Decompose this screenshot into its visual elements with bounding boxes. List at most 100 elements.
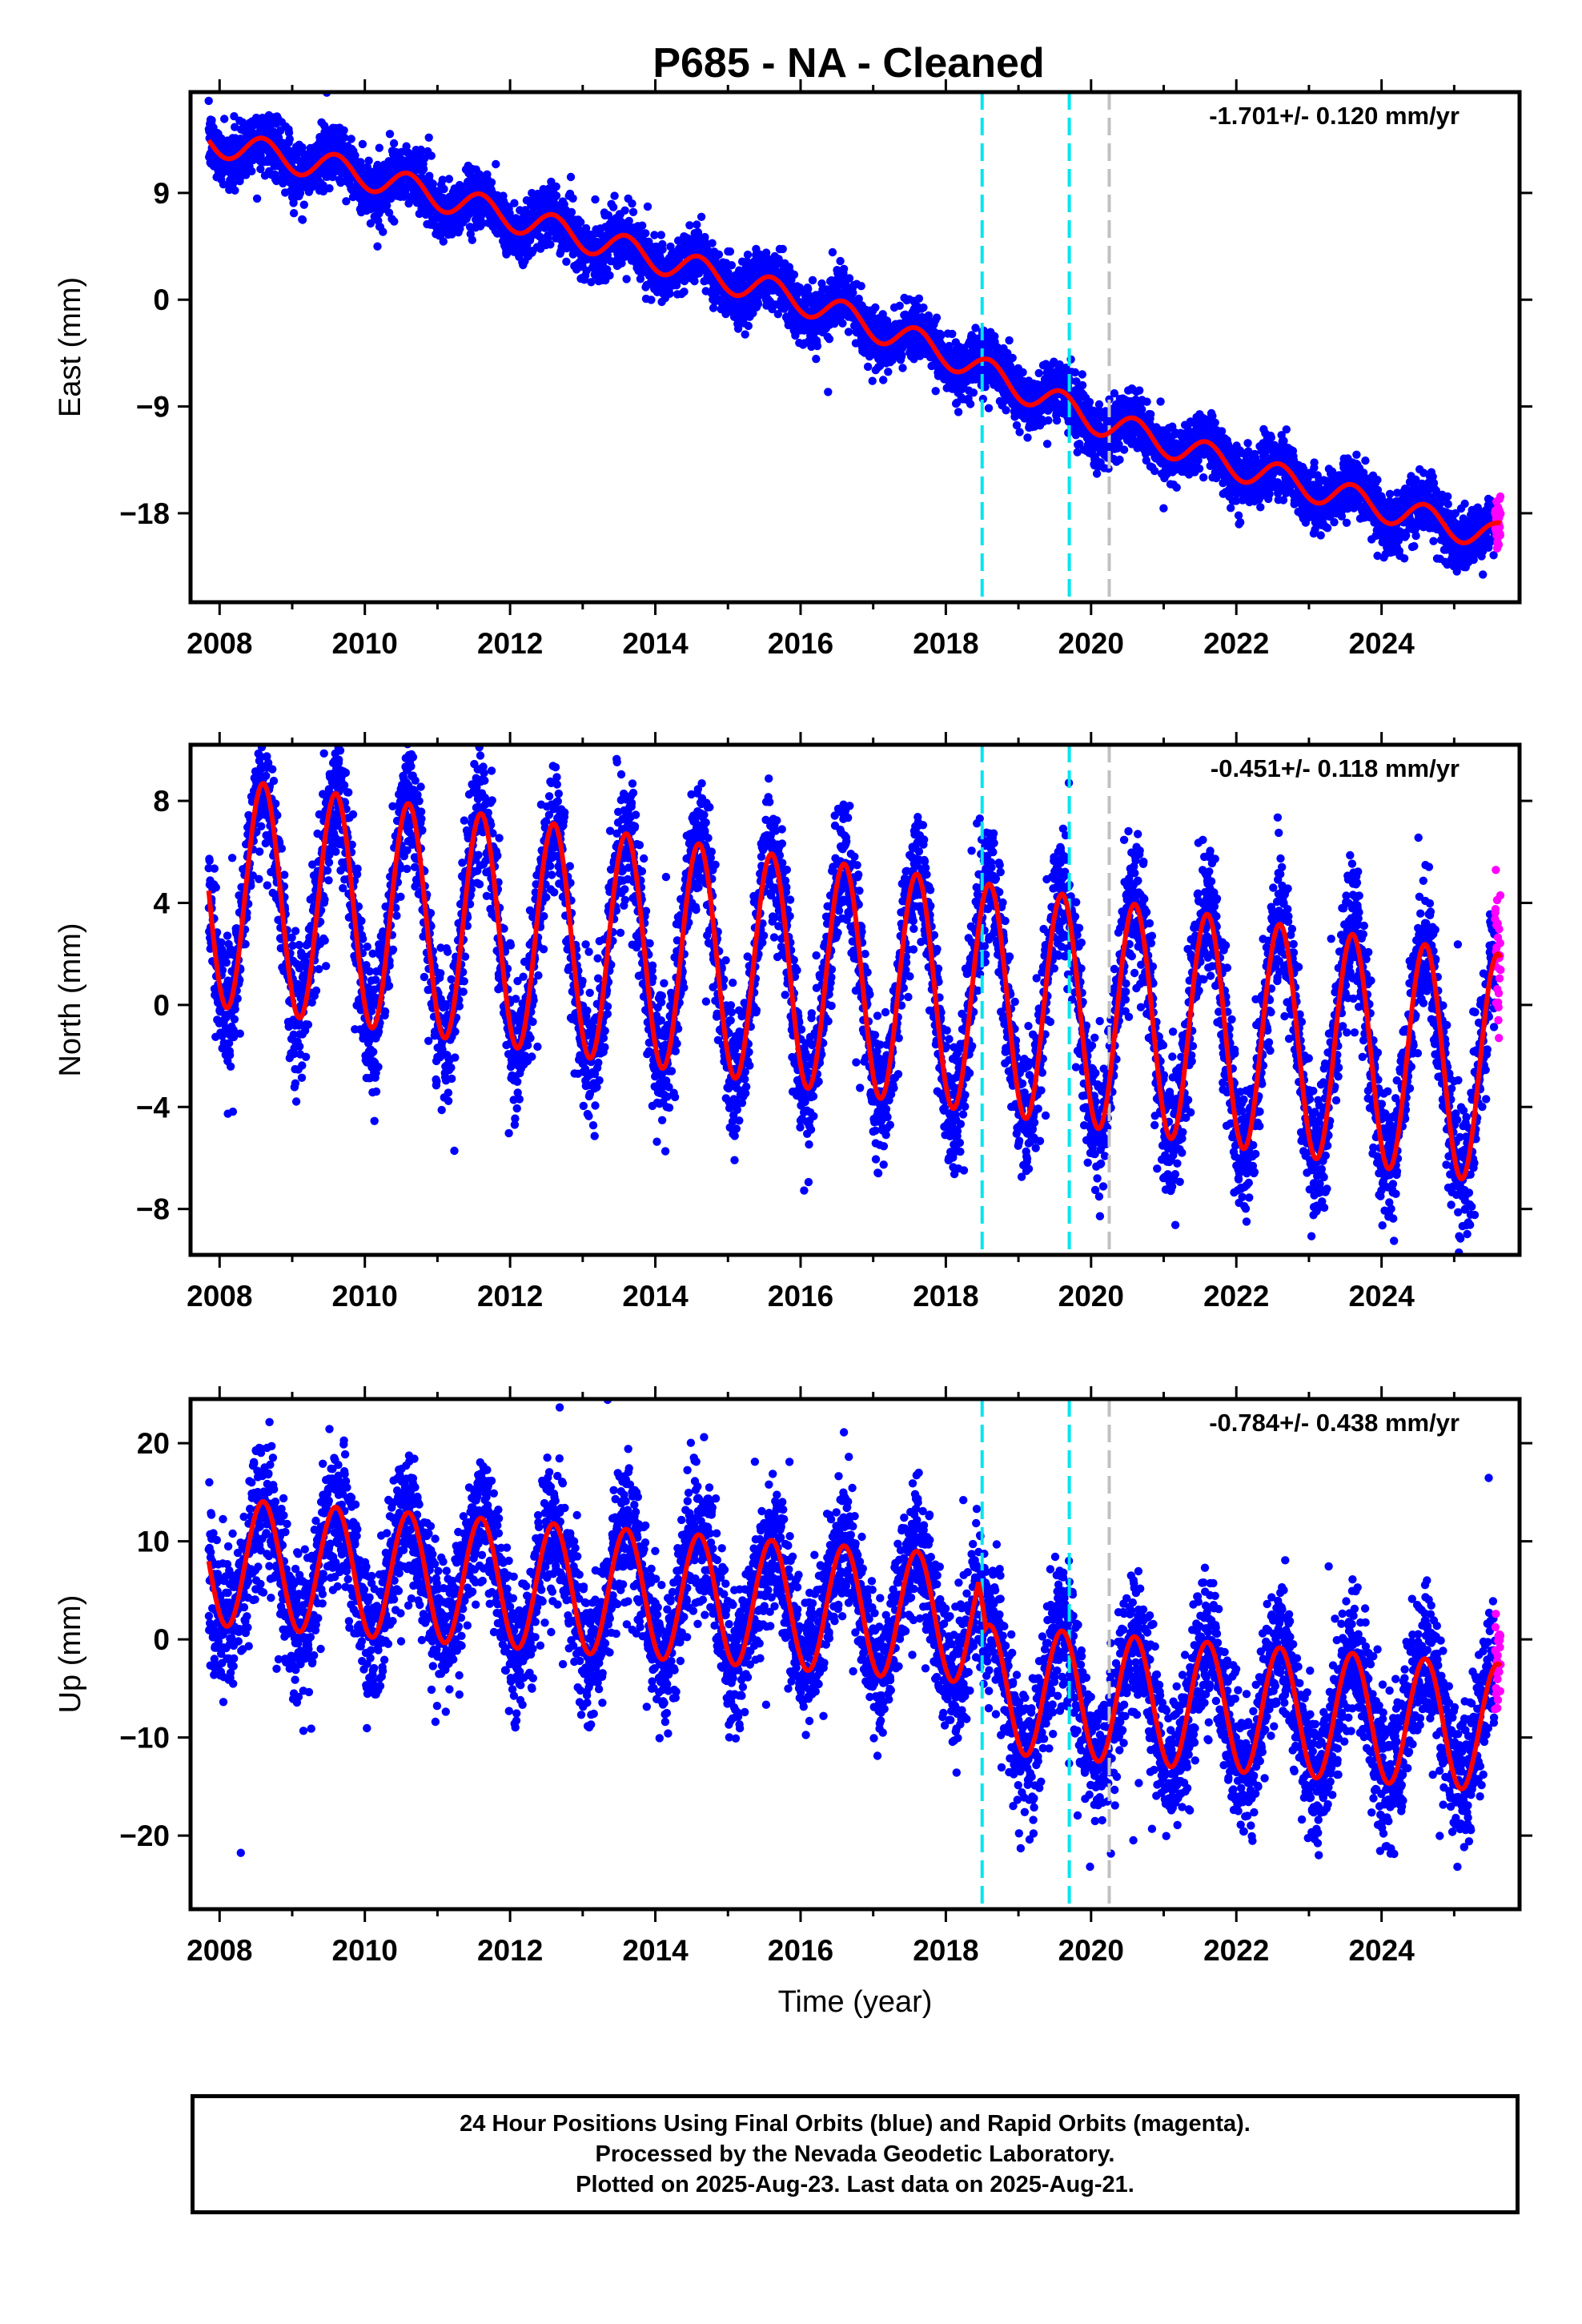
- final-point: [1119, 445, 1129, 454]
- final-point: [708, 239, 717, 247]
- final-point: [1146, 410, 1155, 419]
- final-point: [284, 128, 294, 137]
- final-point: [868, 376, 877, 385]
- final-point: [895, 301, 904, 310]
- final-point: [546, 240, 555, 249]
- final-point: [610, 191, 619, 200]
- final-point: [954, 408, 963, 416]
- final-point: [620, 206, 629, 215]
- final-point: [778, 244, 787, 254]
- final-point: [1052, 416, 1062, 425]
- final-point: [1034, 368, 1043, 378]
- final-point: [424, 133, 433, 142]
- final-point: [863, 362, 873, 372]
- final-point: [1005, 336, 1014, 345]
- final-point: [1217, 427, 1227, 436]
- final-point: [948, 329, 957, 339]
- final-point: [919, 303, 928, 312]
- final-point: [379, 227, 387, 236]
- final-point: [638, 221, 647, 230]
- final-point: [1044, 416, 1053, 425]
- final-point: [1156, 397, 1165, 406]
- final-point: [247, 167, 256, 175]
- final-point: [419, 165, 428, 174]
- final-point: [932, 313, 942, 322]
- final-point: [510, 199, 519, 207]
- final-point: [342, 197, 351, 206]
- final-point: [285, 135, 294, 143]
- final-point: [204, 96, 213, 106]
- final-point: [605, 271, 614, 280]
- final-point: [439, 237, 448, 246]
- final-point: [622, 275, 631, 283]
- final-point: [628, 207, 638, 216]
- final-point: [1115, 455, 1124, 464]
- final-point: [231, 123, 239, 131]
- final-point: [366, 219, 375, 228]
- final-point: [665, 289, 674, 298]
- final-point: [389, 139, 399, 148]
- final-point: [373, 242, 382, 251]
- final-point: [1078, 370, 1087, 379]
- final-point: [1135, 386, 1144, 395]
- final-point: [402, 142, 411, 151]
- final-point: [552, 182, 560, 191]
- final-point: [220, 115, 229, 123]
- final-point: [871, 303, 880, 312]
- final-point: [298, 215, 307, 224]
- final-point: [420, 154, 429, 163]
- final-point: [390, 217, 399, 226]
- final-point: [898, 364, 907, 372]
- final-point: [1172, 483, 1181, 492]
- final-point: [1042, 440, 1052, 448]
- final-point: [839, 264, 849, 273]
- final-point: [1199, 473, 1208, 482]
- final-point: [562, 257, 571, 266]
- final-point: [552, 191, 561, 200]
- final-point: [608, 203, 618, 211]
- panel-east: 2008 2010 2012 2014 2016 2018 2020 2022 202490−9…: [54, 79, 1532, 660]
- final-point: [207, 115, 216, 125]
- final-point: [1159, 504, 1168, 513]
- final-point: [812, 355, 821, 364]
- final-point: [685, 221, 694, 230]
- final-point: [844, 328, 853, 336]
- final-point: [1092, 469, 1102, 478]
- final-point: [384, 208, 394, 217]
- final-point: [931, 387, 940, 396]
- panels: 2008 2010 2012 2014 2016 2018 2020 2022 202490−9…: [54, 79, 1532, 2019]
- final-point: [1138, 405, 1146, 414]
- final-point: [884, 368, 893, 376]
- final-point: [1211, 418, 1219, 427]
- final-point: [857, 282, 865, 291]
- final-point: [325, 184, 334, 193]
- final-point: [966, 400, 975, 408]
- final-point: [1023, 433, 1032, 442]
- final-point: [641, 229, 650, 238]
- final-point: [492, 159, 500, 169]
- final-point: [383, 201, 391, 210]
- final-point: [753, 300, 763, 308]
- final-point: [727, 261, 737, 270]
- final-point: [824, 388, 833, 396]
- final-point: [252, 194, 262, 203]
- final-point: [256, 151, 265, 160]
- final-point: [628, 199, 636, 208]
- final-point: [228, 179, 238, 188]
- final-point: [364, 156, 373, 165]
- final-point: [444, 175, 454, 183]
- final-point: [813, 341, 822, 351]
- final-point: [1195, 464, 1204, 473]
- final-point: [358, 139, 367, 149]
- final-point: [845, 274, 854, 283]
- final-point: [438, 175, 447, 184]
- final-point: [656, 231, 665, 239]
- final-point: [789, 270, 799, 279]
- final-point: [427, 151, 436, 160]
- final-point: [838, 319, 847, 328]
- final-point: [456, 224, 464, 233]
- final-point: [231, 186, 239, 195]
- final-point: [428, 179, 437, 188]
- final-point: [1150, 466, 1159, 476]
